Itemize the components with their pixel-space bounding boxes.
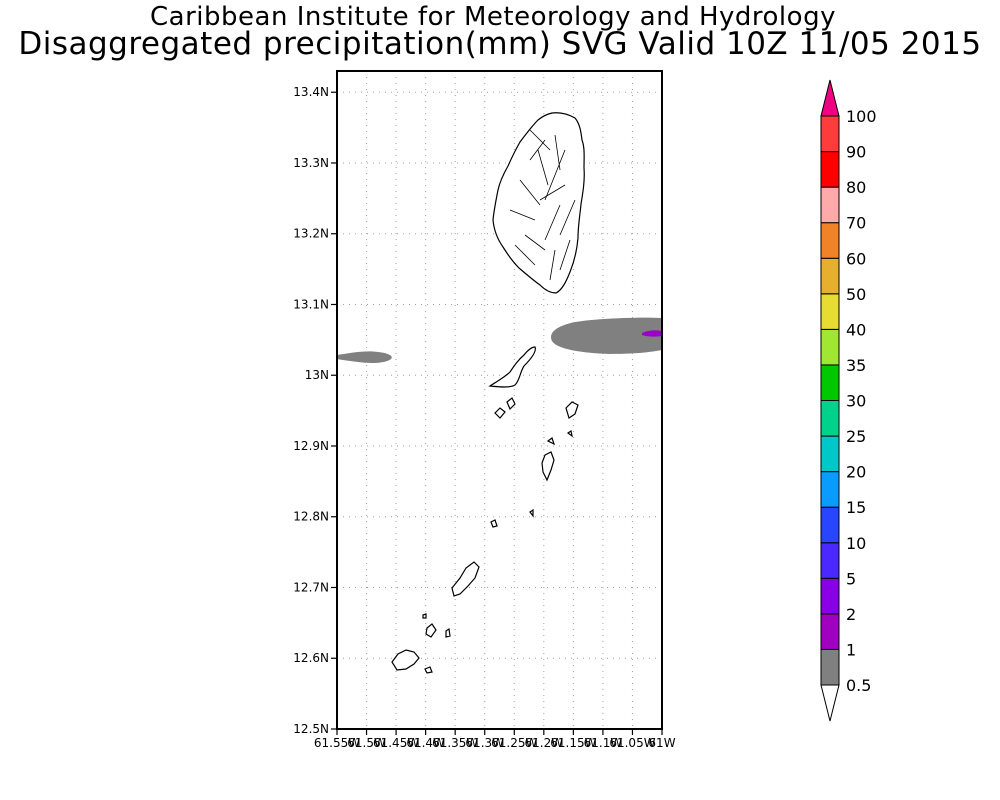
colorbar-label: 20 — [846, 463, 866, 482]
colorbar-swatch — [820, 506, 840, 544]
island-small-1 — [494, 407, 506, 419]
map-panel: 13.4N 13.3N 13.2N 13.1N 13N 12.9N 12.8N 12.7N 12… — [293, 70, 676, 750]
colorbar-label: 0.5 — [846, 676, 871, 695]
island-small-6 — [490, 519, 498, 528]
colorbar-over-triangle — [820, 79, 840, 117]
lon-tick-label: 61.5W — [347, 736, 386, 750]
island-union — [451, 561, 480, 597]
lat-tick-label: 12.8N — [293, 510, 329, 524]
lat-tick-label: 12.6N — [293, 651, 329, 665]
colorbar-label: 50 — [846, 285, 866, 304]
lon-tick-label: 61.25W — [491, 736, 537, 750]
lon-tick-label: 61.35W — [432, 736, 478, 750]
colorbar-label: 100 — [846, 107, 877, 126]
colorbar-swatch — [820, 613, 840, 650]
lon-tick-label: 61.3W — [465, 736, 504, 750]
colorbar-under-triangle — [820, 684, 840, 722]
colorbar-swatch — [820, 115, 840, 153]
colorbar-swatch — [820, 186, 840, 224]
lat-tick-label: 13.3N — [293, 156, 329, 170]
lon-tick-label: 61.55W — [314, 736, 360, 750]
lat-tick-label: 12.5N — [293, 722, 329, 736]
colorbar-label: 60 — [846, 249, 866, 268]
colorbar-label: 40 — [846, 320, 866, 339]
lon-tick-label: 61.15W — [550, 736, 596, 750]
colorbar-label: 70 — [846, 214, 866, 233]
colorbar-swatch — [820, 577, 840, 615]
island-bequia — [488, 346, 536, 388]
colorbar-swatch — [820, 257, 840, 295]
colorbar-swatch — [820, 542, 840, 579]
colorbar-label: 30 — [846, 392, 866, 411]
lat-tick-label: 12.7N — [293, 580, 329, 594]
precip-area-west — [337, 351, 392, 363]
colorbar-swatch — [820, 222, 840, 259]
lat-tick-label: 13.2N — [293, 227, 329, 241]
island-small-7 — [425, 623, 437, 638]
island-small-9 — [424, 666, 433, 674]
lat-tick-label: 13N — [305, 368, 329, 382]
colorbar-swatch — [820, 648, 840, 686]
land-layer — [391, 112, 585, 674]
lon-tick-label: 61.1W — [584, 736, 623, 750]
lat-tick-label: 12.9N — [293, 439, 329, 453]
precipitation-layer — [337, 317, 662, 363]
island-small-8 — [445, 627, 451, 638]
colorbar-label: 5 — [846, 569, 856, 588]
colorbar-label: 2 — [846, 605, 856, 624]
lat-tick-label: 13.4N — [293, 85, 329, 99]
colorbar-label: 15 — [846, 498, 866, 517]
island-small-4 — [566, 430, 573, 438]
map-background — [337, 71, 662, 729]
colorbar-swatch — [820, 471, 840, 508]
colorbar-label: 80 — [846, 178, 866, 197]
colorbar-label: 10 — [846, 534, 866, 553]
precip-area-east — [550, 317, 662, 354]
latitude-axis: 13.4N 13.3N 13.2N 13.1N 13N 12.9N 12.8N 12.7N 12… — [293, 85, 337, 736]
colorbar-label: 35 — [846, 356, 866, 375]
map-title: Caribbean Institute for Meteorology and … — [150, 2, 836, 32]
map-frame — [336, 70, 663, 730]
island-drainage-lines — [509, 129, 576, 281]
island-canouan — [541, 451, 555, 482]
precip-area-east-core — [642, 330, 662, 337]
colorbar-swatch — [820, 328, 840, 366]
lon-tick-label: 61.45W — [373, 736, 419, 750]
lon-tick-label: 61W — [648, 736, 675, 750]
colorbar-swatch — [820, 364, 840, 401]
colorbar-swatch — [820, 400, 840, 437]
colorbar-label: 1 — [846, 640, 856, 659]
colorbar-swatch — [820, 293, 840, 330]
longitude-axis: 61.55W61.5W61.45W61.4W61.35W61.3W61.25W6… — [314, 729, 676, 750]
island-mustique — [565, 401, 579, 419]
island-small-3 — [546, 437, 556, 446]
island-small-2 — [506, 397, 516, 411]
colorbar-swatch — [820, 151, 840, 188]
island-carriacou — [391, 649, 420, 671]
lon-tick-label: 61.2W — [525, 736, 564, 750]
map-subtitle: Disaggregated precipitation(mm) SVG Vali… — [18, 26, 982, 62]
lat-tick-label: 13.1N — [293, 297, 329, 311]
island-small-5 — [529, 508, 534, 518]
colorbar-label: 25 — [846, 427, 866, 446]
colorbar-label: 90 — [846, 143, 866, 162]
colorbar-swatch — [820, 435, 840, 473]
island-small-10 — [422, 613, 427, 619]
lon-tick-label: 61.05W — [609, 736, 655, 750]
lon-tick-label: 61.4W — [406, 736, 445, 750]
